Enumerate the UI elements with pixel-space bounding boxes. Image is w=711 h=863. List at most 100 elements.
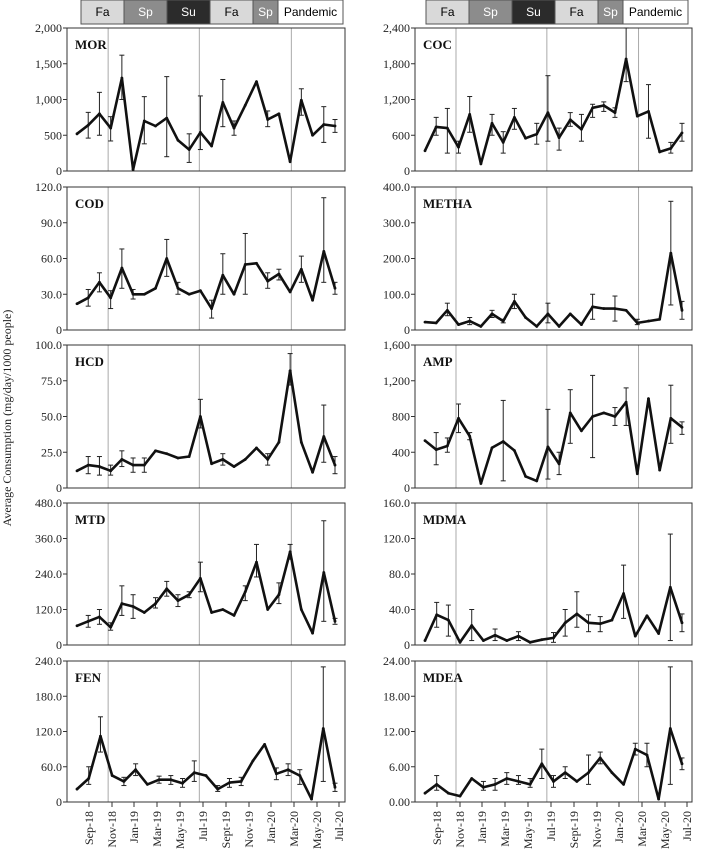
data-point bbox=[221, 273, 225, 277]
data-point bbox=[445, 444, 449, 448]
data-point bbox=[120, 602, 124, 605]
data-point bbox=[131, 168, 135, 171]
data-point bbox=[134, 768, 138, 772]
data-point bbox=[75, 787, 79, 791]
data-point bbox=[187, 593, 191, 597]
data-point bbox=[563, 621, 567, 625]
data-point bbox=[580, 429, 583, 433]
data-point bbox=[75, 469, 79, 473]
y-tick-label: 160.0 bbox=[383, 496, 410, 510]
data-point bbox=[198, 130, 202, 134]
x-tick-label: Nov-18 bbox=[453, 811, 467, 848]
data-point bbox=[568, 312, 572, 316]
data-point bbox=[311, 133, 314, 137]
data-point bbox=[333, 463, 337, 467]
data-point bbox=[322, 571, 326, 574]
data-point bbox=[86, 123, 90, 127]
data-point bbox=[120, 76, 124, 80]
data-point bbox=[423, 639, 427, 642]
data-point bbox=[524, 136, 527, 140]
data-point bbox=[299, 267, 303, 271]
panel-amp: AMP 0 400 800 1,200 1,600 bbox=[383, 338, 693, 495]
data-point bbox=[333, 286, 337, 290]
x-tick-label: Nov-19 bbox=[590, 811, 604, 848]
data-point bbox=[528, 782, 532, 786]
data-point bbox=[524, 316, 527, 319]
data-point bbox=[580, 127, 583, 131]
data-point bbox=[187, 148, 191, 151]
data-point bbox=[333, 785, 337, 789]
data-point bbox=[657, 632, 661, 635]
data-point bbox=[87, 777, 91, 780]
y-tick-label: 120.0 bbox=[383, 532, 410, 546]
x-tick-label: Jul-19 bbox=[196, 811, 210, 841]
season-segment-left-5 bbox=[277, 0, 344, 25]
season-segment-right-1 bbox=[468, 0, 513, 25]
data-point bbox=[493, 633, 497, 637]
data-point bbox=[591, 106, 595, 110]
data-point bbox=[647, 397, 650, 401]
season-label-left-5: Pandemic bbox=[284, 5, 337, 19]
data-point bbox=[221, 608, 225, 611]
data-point bbox=[479, 482, 483, 485]
x-tick-label: Mar-20 bbox=[287, 811, 301, 847]
data-point bbox=[423, 439, 427, 443]
data-point bbox=[528, 640, 532, 644]
data-point bbox=[288, 160, 292, 164]
panel-title: FEN bbox=[75, 670, 102, 685]
data-point bbox=[613, 415, 617, 418]
data-point bbox=[505, 639, 509, 642]
data-point bbox=[587, 771, 590, 775]
x-tick-label: Jul-19 bbox=[544, 811, 558, 841]
data-point bbox=[274, 772, 278, 776]
data-point bbox=[468, 112, 472, 116]
data-point bbox=[680, 131, 684, 135]
panel-coc: COC 0 600 1,200 1,800 2,400 bbox=[383, 21, 693, 178]
data-point bbox=[192, 771, 196, 775]
season-label-left-2: Su bbox=[181, 5, 196, 19]
data-point bbox=[232, 465, 236, 468]
y-tick-label: 40.0 bbox=[389, 603, 410, 617]
y-tick-label: 1,000 bbox=[35, 93, 62, 107]
y-tick-label: 0 bbox=[404, 481, 410, 495]
data-point bbox=[322, 249, 326, 253]
panel-title: MOR bbox=[75, 37, 107, 52]
data-point bbox=[165, 452, 169, 456]
y-tick-label: 400.0 bbox=[383, 180, 410, 194]
data-point bbox=[613, 111, 617, 115]
series-line bbox=[76, 76, 336, 171]
data-point bbox=[243, 458, 247, 461]
x-tick-label: May-19 bbox=[521, 811, 535, 849]
x-tick-label: Sep-18 bbox=[430, 811, 444, 845]
data-point bbox=[580, 323, 583, 327]
data-point bbox=[333, 619, 337, 623]
data-point bbox=[423, 320, 427, 324]
data-point bbox=[176, 599, 180, 603]
data-point bbox=[602, 104, 606, 107]
y-tick-label: 60.0 bbox=[41, 760, 62, 774]
y-tick-label: 0 bbox=[56, 481, 62, 495]
panel-title: AMP bbox=[423, 354, 453, 369]
x-tick-label: Sept-19 bbox=[219, 811, 233, 848]
season-label-left-3: Fa bbox=[224, 5, 238, 19]
data-point bbox=[622, 592, 625, 595]
data-point bbox=[591, 415, 595, 418]
data-point bbox=[204, 774, 208, 777]
data-point bbox=[142, 119, 146, 123]
data-point bbox=[210, 144, 214, 148]
data-point bbox=[243, 263, 247, 266]
y-tick-label: 480.0 bbox=[35, 496, 62, 510]
data-point bbox=[322, 435, 326, 438]
y-tick-label: 800 bbox=[392, 410, 410, 424]
season-label-right-1: Sp bbox=[483, 5, 498, 19]
data-point bbox=[75, 302, 79, 306]
data-point bbox=[434, 448, 438, 451]
data-point bbox=[277, 593, 281, 597]
data-point bbox=[490, 312, 494, 316]
data-point bbox=[591, 305, 595, 309]
y-tick-label: 24.00 bbox=[383, 654, 410, 668]
data-point bbox=[524, 474, 527, 478]
y-tick-label: 2,400 bbox=[383, 21, 410, 35]
y-tick-label: 120.0 bbox=[35, 725, 62, 739]
